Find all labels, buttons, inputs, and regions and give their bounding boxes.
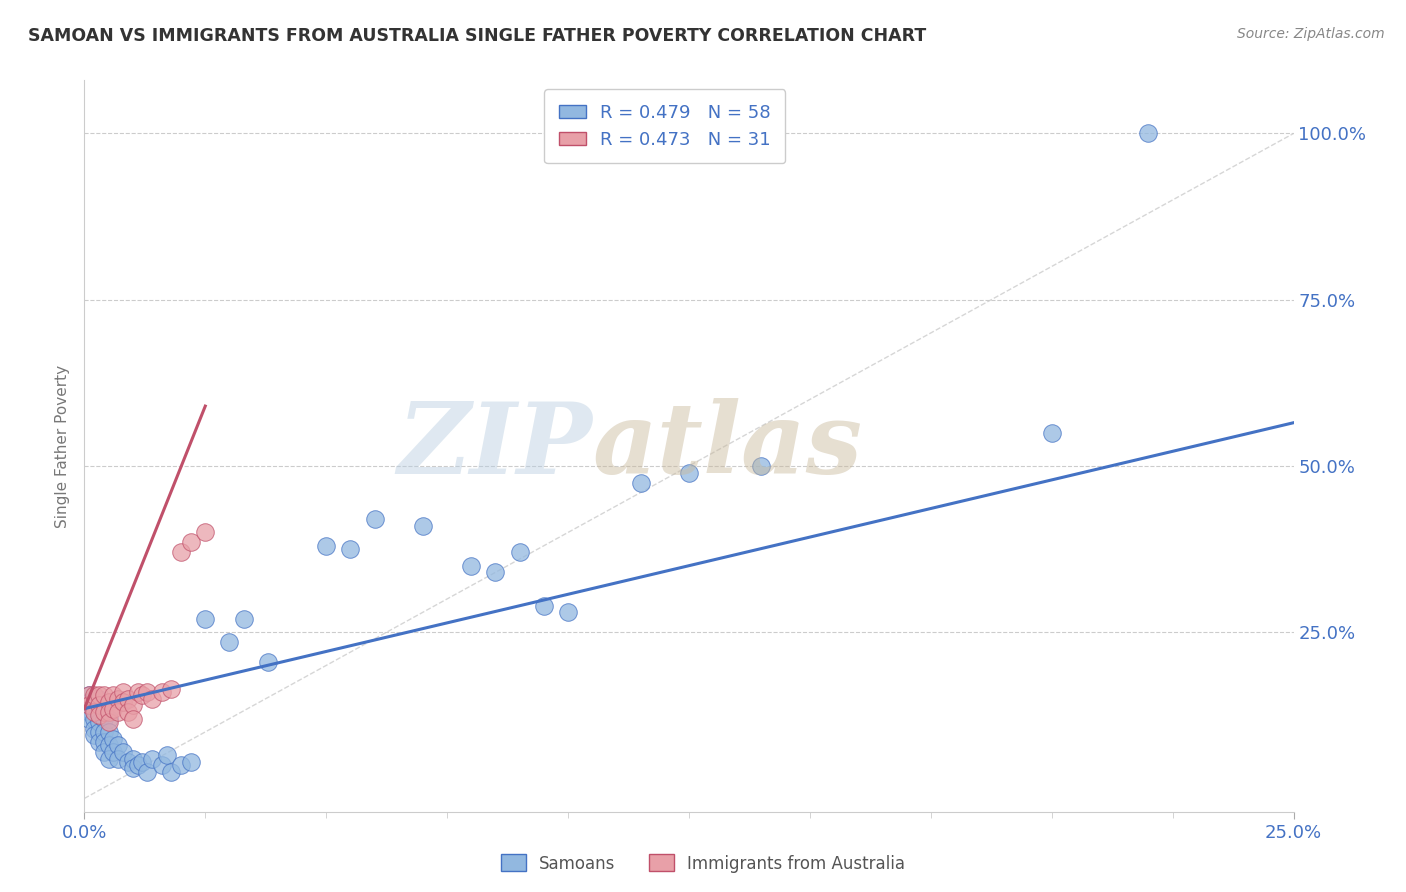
Point xyxy=(77,689,100,703)
Point xyxy=(557,605,579,619)
Point xyxy=(117,755,139,769)
Point xyxy=(141,691,163,706)
Point xyxy=(121,762,143,776)
Point xyxy=(87,689,110,703)
Point xyxy=(107,691,129,706)
Point xyxy=(97,725,120,739)
Point xyxy=(107,738,129,752)
Point xyxy=(121,751,143,765)
Point xyxy=(160,681,183,696)
Point xyxy=(93,689,115,703)
Point xyxy=(155,748,177,763)
Point xyxy=(107,751,129,765)
Point xyxy=(1040,425,1063,440)
Point xyxy=(117,705,139,719)
Point xyxy=(484,566,506,580)
Point xyxy=(87,714,110,729)
Point xyxy=(131,755,153,769)
Point xyxy=(150,685,173,699)
Point xyxy=(533,599,555,613)
Text: Source: ZipAtlas.com: Source: ZipAtlas.com xyxy=(1237,27,1385,41)
Point xyxy=(93,745,115,759)
Point xyxy=(77,689,100,703)
Point xyxy=(509,545,531,559)
Point xyxy=(87,698,110,713)
Point xyxy=(83,722,105,736)
Point xyxy=(218,635,240,649)
Point xyxy=(77,695,100,709)
Point xyxy=(97,712,120,726)
Point xyxy=(97,695,120,709)
Point xyxy=(1137,127,1160,141)
Point xyxy=(460,558,482,573)
Point xyxy=(77,705,100,719)
Point xyxy=(170,545,193,559)
Point xyxy=(127,685,149,699)
Point xyxy=(127,758,149,772)
Text: SAMOAN VS IMMIGRANTS FROM AUSTRALIA SINGLE FATHER POVERTY CORRELATION CHART: SAMOAN VS IMMIGRANTS FROM AUSTRALIA SING… xyxy=(28,27,927,45)
Point xyxy=(83,712,105,726)
Point xyxy=(194,612,217,626)
Point xyxy=(97,751,120,765)
Point xyxy=(412,518,434,533)
Point xyxy=(170,758,193,772)
Point xyxy=(83,689,105,703)
Text: atlas: atlas xyxy=(592,398,862,494)
Point xyxy=(83,691,105,706)
Point xyxy=(630,475,652,490)
Point xyxy=(103,701,125,715)
Point xyxy=(751,458,773,473)
Legend: R = 0.479   N = 58, R = 0.473   N = 31: R = 0.479 N = 58, R = 0.473 N = 31 xyxy=(544,89,786,163)
Point xyxy=(77,712,100,726)
Point xyxy=(121,712,143,726)
Point xyxy=(112,745,135,759)
Point xyxy=(180,535,202,549)
Point xyxy=(93,705,115,719)
Point xyxy=(315,539,337,553)
Legend: Samoans, Immigrants from Australia: Samoans, Immigrants from Australia xyxy=(494,847,912,880)
Point xyxy=(117,691,139,706)
Point xyxy=(87,705,110,719)
Point xyxy=(141,751,163,765)
Point xyxy=(103,731,125,746)
Point xyxy=(77,698,100,713)
Point xyxy=(339,542,361,557)
Point xyxy=(121,698,143,713)
Point xyxy=(103,745,125,759)
Point xyxy=(83,728,105,742)
Point xyxy=(93,712,115,726)
Point xyxy=(112,695,135,709)
Point xyxy=(150,758,173,772)
Point xyxy=(97,738,120,752)
Point xyxy=(97,705,120,719)
Y-axis label: Single Father Poverty: Single Father Poverty xyxy=(55,365,70,527)
Point xyxy=(136,764,159,779)
Point xyxy=(257,655,280,669)
Point xyxy=(180,755,202,769)
Point xyxy=(87,735,110,749)
Point xyxy=(93,735,115,749)
Point xyxy=(112,685,135,699)
Point xyxy=(160,764,183,779)
Point xyxy=(87,691,110,706)
Point xyxy=(103,689,125,703)
Point xyxy=(107,705,129,719)
Point xyxy=(83,701,105,715)
Point xyxy=(93,698,115,713)
Point xyxy=(87,725,110,739)
Point xyxy=(83,705,105,719)
Point xyxy=(194,525,217,540)
Point xyxy=(93,725,115,739)
Point xyxy=(136,685,159,699)
Point xyxy=(233,612,256,626)
Point xyxy=(87,708,110,723)
Point xyxy=(678,466,700,480)
Point xyxy=(97,714,120,729)
Text: ZIP: ZIP xyxy=(398,398,592,494)
Point xyxy=(131,689,153,703)
Point xyxy=(363,512,385,526)
